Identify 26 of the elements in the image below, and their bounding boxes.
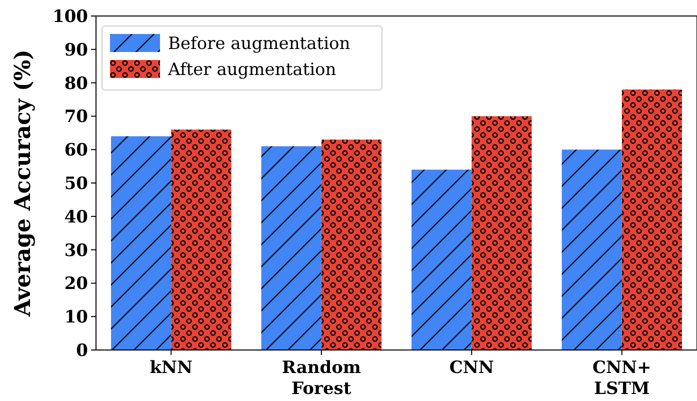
- y-tick-label: 0: [76, 340, 88, 361]
- bar: [562, 150, 622, 350]
- bar: [321, 140, 382, 350]
- legend-label: Before augmentation: [168, 34, 350, 54]
- y-tick-label: 90: [64, 40, 88, 60]
- bar: [622, 89, 682, 350]
- y-tick-label: 60: [64, 140, 88, 161]
- y-tick-label: 10: [64, 308, 88, 328]
- x-tick-label: CNN+ LSTM: [592, 358, 652, 399]
- x-tick-label: kNN: [150, 358, 193, 378]
- y-tick-label: 50: [64, 174, 88, 194]
- y-tick-label: 80: [64, 74, 88, 94]
- y-tick-label: 40: [64, 207, 88, 228]
- y-tick-label: 20: [64, 274, 88, 294]
- x-tick-label: Random Forest: [282, 358, 361, 399]
- legend-label: After augmentation: [167, 60, 336, 80]
- bar: [171, 130, 232, 350]
- y-tick-label: 70: [64, 107, 88, 128]
- x-tick-label: CNN: [449, 358, 494, 378]
- bar: [111, 136, 172, 350]
- y-tick-label: 30: [64, 240, 88, 261]
- y-tick-label: 100: [52, 6, 88, 27]
- bar: [412, 170, 472, 350]
- bar: [261, 146, 322, 350]
- y-axis-title: Average Accuracy (%): [10, 49, 36, 318]
- bar: [472, 116, 532, 350]
